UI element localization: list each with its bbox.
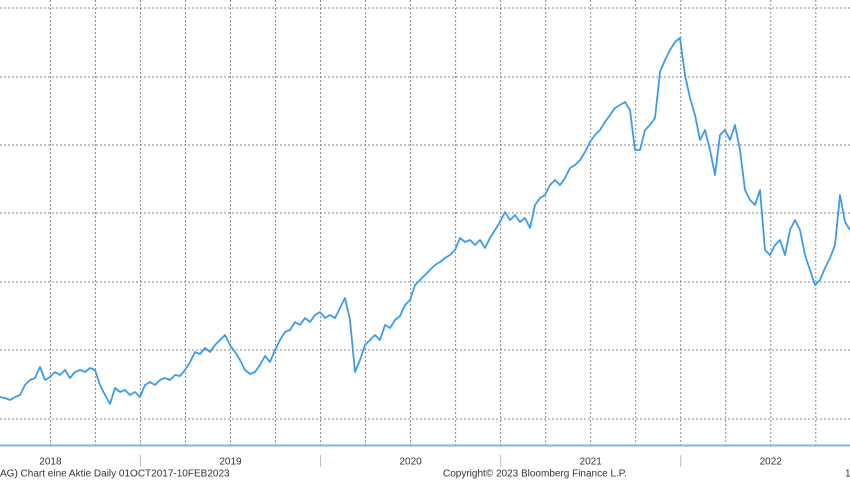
- x-tick-label: 2020: [399, 457, 422, 468]
- price-line: [0, 37, 850, 405]
- footer: AG) Chart eine Aktie Daily 01OCT2017-10F…: [0, 469, 230, 480]
- corner-label: 1: [845, 469, 850, 480]
- x-tick-label: 2021: [580, 457, 603, 468]
- copyright: Copyright© 2023 Bloomberg Finance L.P.: [443, 469, 627, 480]
- x-tick-label: 2018: [39, 457, 62, 468]
- x-tick-label: 2019: [219, 457, 242, 468]
- x-tick-label: 2022: [760, 457, 783, 468]
